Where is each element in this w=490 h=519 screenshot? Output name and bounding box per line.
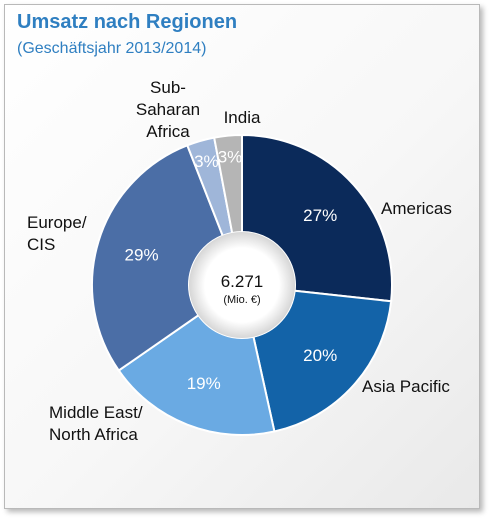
percent-label-4: 3% <box>194 152 219 171</box>
percent-label-1: 20% <box>303 346 337 365</box>
category-labels-group: Americas Asia Pacific Middle East/North Af… <box>27 78 452 444</box>
percent-label-5: 3% <box>218 148 243 167</box>
center-total: 6.271 <box>221 272 264 291</box>
percent-labels-group: 27% 20% 19% 29% 3% 3% <box>125 148 338 393</box>
chart-title: Umsatz nach Regionen <box>17 11 238 33</box>
percent-label-0: 27% <box>303 206 337 225</box>
category-label-2: Middle East/North Africa <box>49 403 143 444</box>
category-label-4: Sub-Saharan Africa <box>136 78 200 141</box>
category-label-0: Americas <box>381 199 452 218</box>
center-unit: (Mio. €) <box>223 294 260 306</box>
category-label-5: India <box>224 108 261 127</box>
chart-panel: Umsatz nach Regionen (Geschäftsjahr 2013… <box>4 4 480 509</box>
category-label-1: Asia Pacific <box>362 377 450 396</box>
chart-subtitle: (Geschäftsjahr 2013/2014) <box>17 40 207 57</box>
category-label-3: Europe/CIS <box>27 213 87 254</box>
donut-hole <box>189 232 295 338</box>
donut-chart: 27% 20% 19% 29% 3% 3% Americas Asia Pacific Mid… <box>27 78 452 444</box>
percent-label-3: 29% <box>125 245 159 264</box>
percent-label-2: 19% <box>187 374 221 393</box>
slice-1 <box>252 289 393 433</box>
